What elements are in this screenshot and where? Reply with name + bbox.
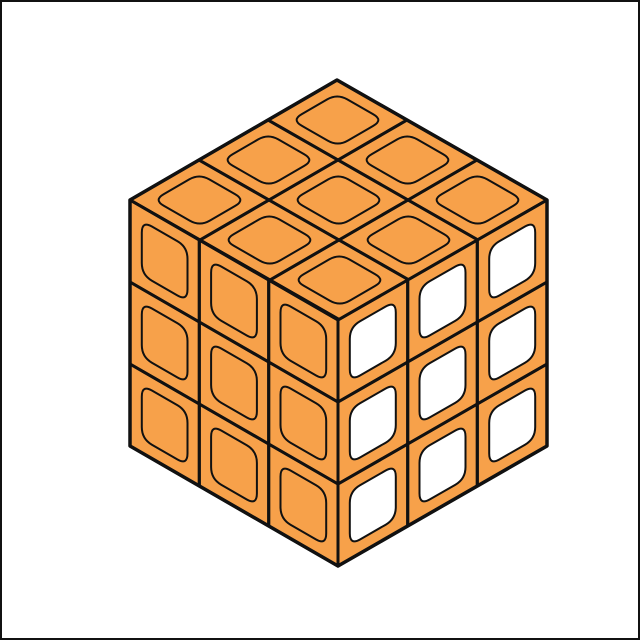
cube-right-sticker: [348, 303, 397, 379]
cube-left-sticker: [140, 223, 189, 299]
cube-left-sticker: [140, 305, 189, 381]
cube-right-sticker: [488, 305, 537, 381]
cube-right-sticker: [488, 387, 537, 463]
cube-right-sticker: [418, 263, 467, 339]
cube-right-sticker: [348, 385, 397, 461]
cube-top-sticker: [295, 95, 380, 145]
cube-left-sticker: [279, 385, 328, 461]
cube-left-sticker: [210, 263, 258, 339]
cube-top-sticker: [366, 215, 451, 265]
cube-right-sticker: [488, 223, 537, 299]
cube-top-sticker: [227, 215, 312, 265]
cube-top-sticker: [435, 175, 520, 225]
cube-right-sticker: [418, 427, 467, 503]
cube-top-sticker: [296, 175, 381, 225]
cube-top-sticker: [226, 135, 311, 185]
cube-right-sticker: [348, 467, 397, 543]
cube-left-sticker: [210, 427, 258, 503]
cube-left-sticker: [279, 467, 328, 543]
cube-left-sticker: [140, 387, 189, 463]
cube-left-sticker: [210, 345, 258, 421]
cube-top-sticker: [365, 135, 450, 185]
cube-outline: [128, 78, 549, 568]
cube-right-sticker: [418, 345, 467, 421]
cube-top-sticker: [157, 175, 242, 225]
cube-left-sticker: [279, 303, 328, 379]
cube-top-sticker: [297, 255, 382, 305]
